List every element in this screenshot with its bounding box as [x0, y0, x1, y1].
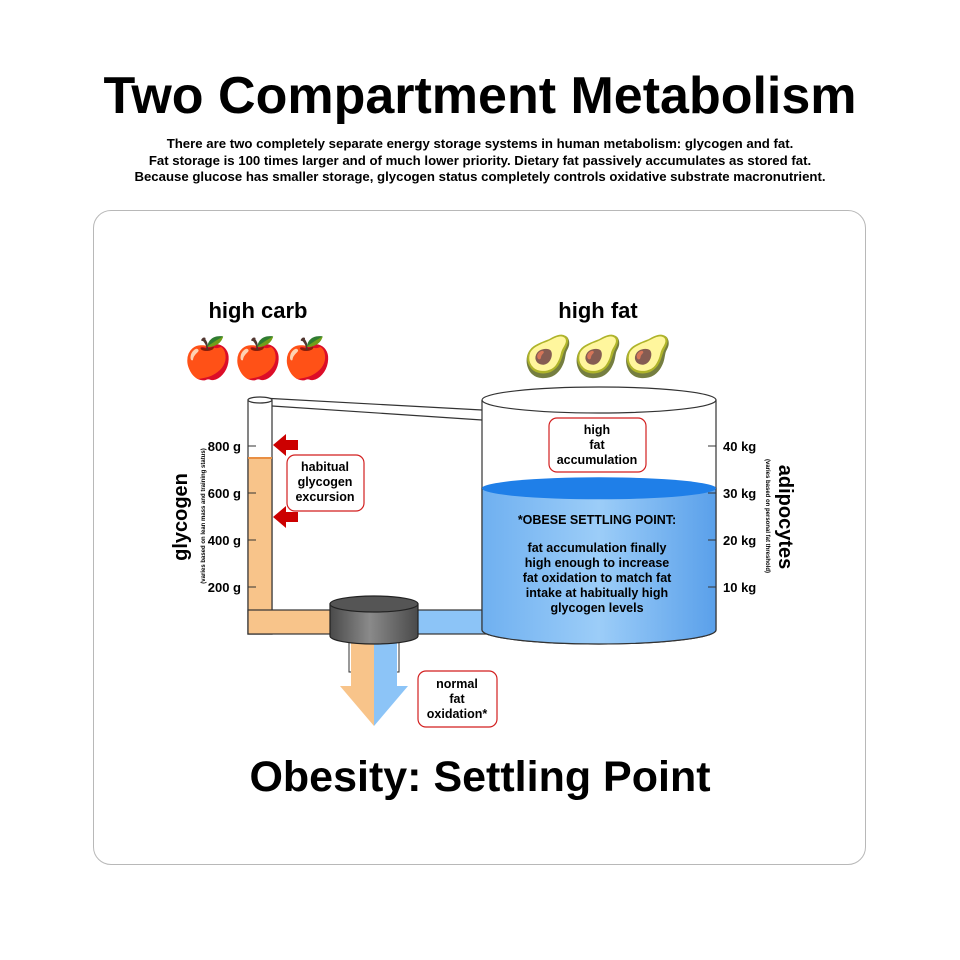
svg-text:excursion: excursion — [295, 490, 354, 504]
glycogen-axis-note: (varies based on lean mass and training … — [201, 448, 207, 583]
intro-line: There are two completely separate energy… — [166, 136, 794, 151]
diagram-panel — [93, 210, 866, 865]
adipocyte-tick: 20 kg — [723, 533, 756, 548]
svg-text:fat: fat — [589, 438, 605, 452]
intro-line: Because glucose has smaller storage, gly… — [134, 169, 826, 184]
glycogen-axis: 800 g 600 g 400 g 200 g glycogen (varies… — [170, 439, 256, 595]
svg-text:intake at habitually high: intake at habitually high — [526, 586, 668, 600]
svg-text:high: high — [584, 423, 610, 437]
adipocyte-tick: 30 kg — [723, 486, 756, 501]
top-connector — [261, 397, 483, 411]
svg-text:high enough to increase: high enough to increase — [525, 556, 670, 570]
glycogen-tick: 400 g — [208, 533, 241, 548]
glycogen-fill — [247, 457, 273, 635]
red-arrow-icon — [273, 506, 298, 528]
glycogen-axis-label: glycogen — [170, 473, 192, 561]
high-fat-label: high fat — [558, 298, 638, 323]
svg-text:glycogen: glycogen — [298, 475, 353, 489]
glycogen-pipe — [247, 609, 339, 635]
valve-icon — [329, 595, 419, 673]
fat-oxidation-callout: normal fat oxidation* — [417, 670, 498, 728]
footer-title: Obesity: Settling Point — [249, 753, 710, 801]
avocado-icon: 🥑🥑🥑 — [523, 331, 672, 379]
glycogen-tick: 800 g — [208, 439, 241, 454]
page-title: Two Compartment Metabolism — [103, 67, 857, 125]
svg-text:accumulation: accumulation — [557, 453, 638, 467]
fat-fill — [481, 487, 717, 645]
oxidation-arrow — [340, 672, 408, 726]
svg-text:fat: fat — [449, 692, 465, 706]
red-arrow-icon — [273, 434, 298, 456]
adipocyte-tick: 40 kg — [723, 439, 756, 454]
svg-text:habitual: habitual — [301, 460, 349, 474]
glycogen-excursion-callout: habitual glycogen excursion — [286, 454, 365, 512]
apple-icon: 🍎🍎🍎 — [183, 334, 332, 381]
intro-text: There are two completely separate energy… — [0, 136, 960, 186]
adipocyte-tick: 10 kg — [723, 580, 756, 595]
svg-text:oxidation*: oxidation* — [427, 707, 488, 721]
settling-point-note: *OBESE SETTLING POINT: fat accumulation … — [518, 513, 676, 615]
fat-tank — [481, 386, 717, 645]
fat-accumulation-callout: high fat accumulation — [548, 417, 647, 473]
intro-line: Fat storage is 100 times larger and of m… — [148, 152, 812, 168]
glycogen-tick: 600 g — [208, 486, 241, 501]
top-connector — [271, 405, 483, 421]
adipocyte-axis-label: adipocytes — [774, 465, 796, 569]
glycogen-tick: 200 g — [208, 580, 241, 595]
svg-text:fat accumulation finally: fat accumulation finally — [528, 541, 667, 555]
fat-surface — [482, 477, 716, 500]
adipocyte-axis: 40 kg 30 kg 20 kg 10 kg adipocytes (vari… — [708, 439, 796, 595]
svg-text:glycogen levels: glycogen levels — [550, 601, 643, 615]
settling-point-heading: *OBESE SETTLING POINT: — [518, 513, 676, 527]
adipocyte-axis-note: (varies based on personal fat threshold) — [764, 459, 770, 573]
glycogen-column — [247, 396, 273, 635]
high-carb-label: high carb — [208, 298, 307, 323]
fat-pipe — [409, 609, 493, 635]
svg-text:fat oxidation to match fat: fat oxidation to match fat — [523, 571, 672, 585]
svg-text:normal: normal — [436, 677, 478, 691]
